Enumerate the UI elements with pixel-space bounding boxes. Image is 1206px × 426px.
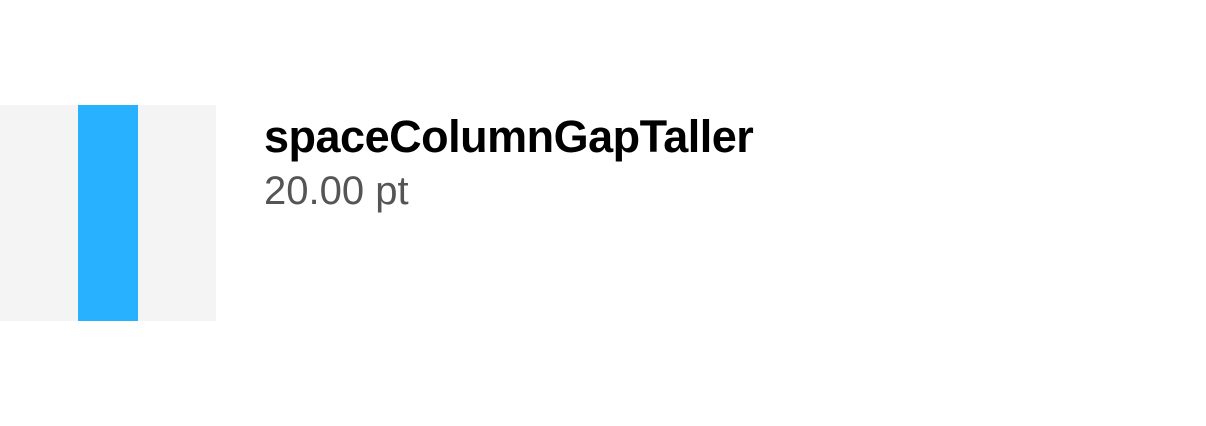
token-value: 20.00 pt [264,169,409,213]
column-gap-indicator [78,105,138,321]
token-row: spaceColumnGapTaller 20.00 pt [0,105,1206,321]
token-name: spaceColumnGapTaller [264,111,754,162]
spacing-swatch [0,105,216,321]
